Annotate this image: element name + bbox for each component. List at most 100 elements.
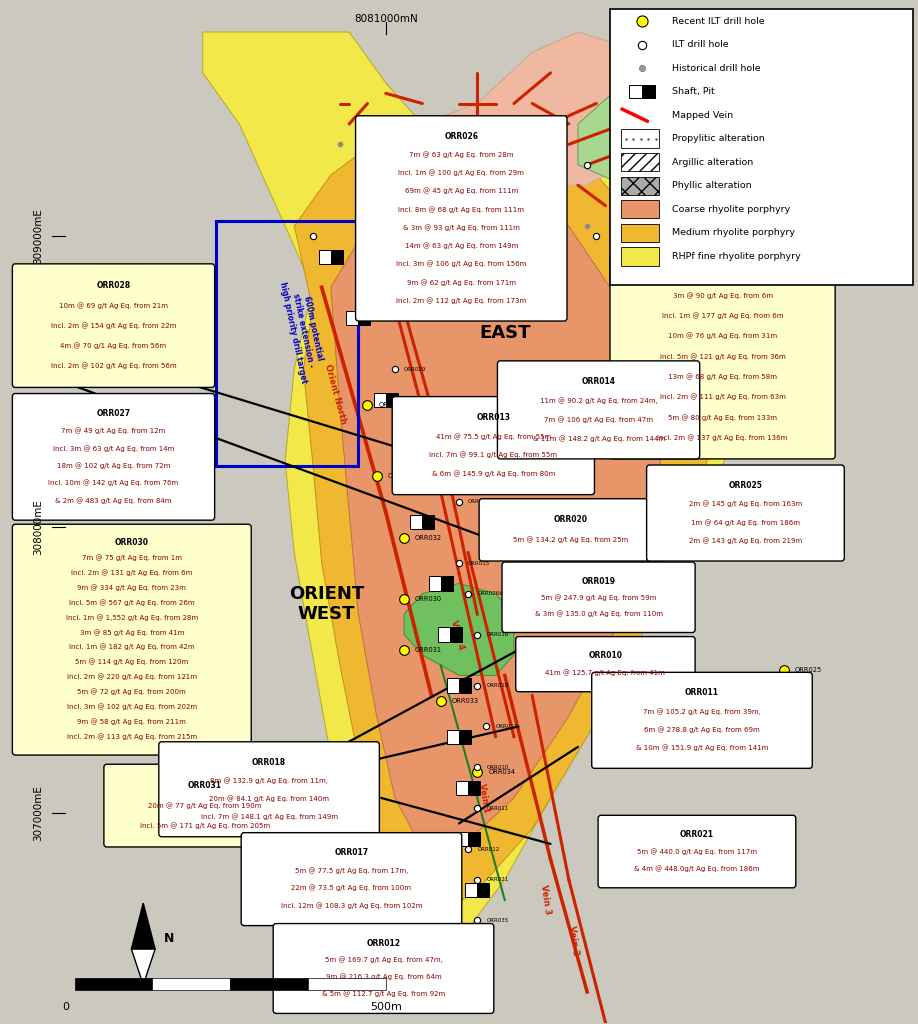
FancyBboxPatch shape xyxy=(241,833,462,926)
Polygon shape xyxy=(131,903,155,949)
Text: ORR035: ORR035 xyxy=(487,918,509,923)
FancyBboxPatch shape xyxy=(599,815,796,888)
Text: ORIENT
EAST: ORIENT EAST xyxy=(467,304,543,342)
Text: 14m @ 63 g/t Ag Eq. from 149m: 14m @ 63 g/t Ag Eq. from 149m xyxy=(405,243,518,249)
Text: Incl. 7m @ 99.1 g/t Ag Eq. from 55m: Incl. 7m @ 99.1 g/t Ag Eq. from 55m xyxy=(430,452,557,459)
Text: 307000mE: 307000mE xyxy=(33,785,43,841)
Bar xyxy=(447,679,459,693)
Text: ORR019: ORR019 xyxy=(582,577,616,586)
FancyBboxPatch shape xyxy=(12,524,252,755)
Bar xyxy=(621,176,659,195)
Text: 500m: 500m xyxy=(370,1002,402,1012)
Bar xyxy=(392,454,404,468)
Text: Incl. 8m @ 68 g/t Ag Eq. from 111m: Incl. 8m @ 68 g/t Ag Eq. from 111m xyxy=(398,206,524,213)
Text: Incl. 3m @ 63 g/t Ag Eq. from 14m: Incl. 3m @ 63 g/t Ag Eq. from 14m xyxy=(53,444,174,452)
Polygon shape xyxy=(295,124,715,921)
FancyBboxPatch shape xyxy=(479,499,663,561)
FancyBboxPatch shape xyxy=(355,116,567,322)
Text: Phyllic alteration: Phyllic alteration xyxy=(672,181,752,190)
Bar xyxy=(404,454,416,468)
Text: ORR014: ORR014 xyxy=(582,377,616,386)
Bar xyxy=(629,85,642,97)
Text: ORR025: ORR025 xyxy=(795,668,823,674)
Text: Incl. 10m @ 142 g/t Ag Eq. from 76m: Incl. 10m @ 142 g/t Ag Eq. from 76m xyxy=(49,479,179,486)
FancyBboxPatch shape xyxy=(12,393,215,520)
Text: Incl. 2m @ 113 g/t Ag Eq. from 215m: Incl. 2m @ 113 g/t Ag Eq. from 215m xyxy=(67,733,196,739)
Bar xyxy=(74,978,152,990)
Text: 5m @ 134.2 g/t Ag Eq. from 25m: 5m @ 134.2 g/t Ag Eq. from 25m xyxy=(513,537,629,543)
Bar xyxy=(621,153,659,171)
Text: 9m @ 334 g/t Ag Eq. from 23m: 9m @ 334 g/t Ag Eq. from 23m xyxy=(77,585,186,591)
Text: 5m @ 440.0 g/t Ag Eq. from 117m: 5m @ 440.0 g/t Ag Eq. from 117m xyxy=(637,848,757,855)
Text: 7m @ 63 g/t Ag Eq. from 28m: 7m @ 63 g/t Ag Eq. from 28m xyxy=(409,152,513,158)
Text: ORR032: ORR032 xyxy=(415,535,442,541)
FancyBboxPatch shape xyxy=(159,741,379,837)
Text: Vein 4: Vein 4 xyxy=(449,618,465,650)
Bar xyxy=(621,200,659,218)
Text: ORR028: ORR028 xyxy=(387,473,415,479)
Text: ORR010: ORR010 xyxy=(588,651,622,660)
Bar xyxy=(468,831,480,846)
Text: ORR021: ORR021 xyxy=(487,878,509,882)
Text: Incl. 1m @ 1,552 g/t Ag Eq. from 28m: Incl. 1m @ 1,552 g/t Ag Eq. from 28m xyxy=(66,614,198,621)
Text: Incl. 5m @ 121 g/t Ag Eq. from 36m: Incl. 5m @ 121 g/t Ag Eq. from 36m xyxy=(660,353,786,359)
Text: & 5m @ 112.7 g/t Ag Eq. from 92m: & 5m @ 112.7 g/t Ag Eq. from 92m xyxy=(322,990,445,997)
Text: Incl. 3m @ 106 g/t Ag Eq. from 156m: Incl. 3m @ 106 g/t Ag Eq. from 156m xyxy=(396,261,527,267)
FancyBboxPatch shape xyxy=(610,8,912,286)
Text: ORR016: ORR016 xyxy=(487,632,509,637)
Text: 1m @ 64 g/t Ag Eq. from 186m: 1m @ 64 g/t Ag Eq. from 186m xyxy=(691,519,800,525)
Text: 41m @ 75.5 g/t Ag Eq. from 55m: 41m @ 75.5 g/t Ag Eq. from 55m xyxy=(436,433,551,439)
Text: ORIENT
WEST: ORIENT WEST xyxy=(288,585,364,624)
Text: Incl. 5m @ 567 g/t Ag Eq. from 26m: Incl. 5m @ 567 g/t Ag Eq. from 26m xyxy=(69,599,195,606)
Text: 5m @ 114 g/t Ag Eq. from 120m: 5m @ 114 g/t Ag Eq. from 120m xyxy=(75,658,188,666)
Text: & 3m @ 135.0 g/t Ag Eq. from 110m: & 3m @ 135.0 g/t Ag Eq. from 110m xyxy=(534,610,663,616)
Text: RHPf fine rhyolite porphyry: RHPf fine rhyolite porphyry xyxy=(672,252,801,261)
Text: & 2m @ 483 g/t Ag Eq. from 84m: & 2m @ 483 g/t Ag Eq. from 84m xyxy=(55,497,172,504)
FancyBboxPatch shape xyxy=(104,764,307,847)
FancyBboxPatch shape xyxy=(502,562,695,633)
Bar xyxy=(642,85,655,97)
Text: ORR017: ORR017 xyxy=(496,724,518,729)
Text: 7m @ 106 g/t Ag Eq. from 47m: 7m @ 106 g/t Ag Eq. from 47m xyxy=(544,416,653,423)
Text: & 3m @ 93 g/t Ag Eq. from 111m: & 3m @ 93 g/t Ag Eq. from 111m xyxy=(403,224,520,231)
Text: 7m @ 75 g/t Ag Eq. from 1m: 7m @ 75 g/t Ag Eq. from 1m xyxy=(82,554,182,561)
Bar xyxy=(456,780,468,795)
Text: ORR020: ORR020 xyxy=(554,515,588,524)
Text: 7m @ 105.2 g/t Ag Eq. from 39m,: 7m @ 105.2 g/t Ag Eq. from 39m, xyxy=(643,708,761,715)
Polygon shape xyxy=(131,949,155,985)
Text: ORR018: ORR018 xyxy=(487,683,509,688)
Text: 2m @ 143 g/t Ag Eq. from 219m: 2m @ 143 g/t Ag Eq. from 219m xyxy=(688,538,802,544)
Text: 10m @ 69 g/t Ag Eq. from 21m: 10m @ 69 g/t Ag Eq. from 21m xyxy=(59,302,168,309)
Text: Incl. 2m @ 220 g/t Ag Eq. from 121m: Incl. 2m @ 220 g/t Ag Eq. from 121m xyxy=(67,674,196,680)
Text: ORR021: ORR021 xyxy=(680,830,714,840)
Text: 5m @ 169.7 g/t Ag Eq. from 47m,: 5m @ 169.7 g/t Ag Eq. from 47m, xyxy=(325,956,442,964)
Text: ORR031: ORR031 xyxy=(188,781,222,791)
FancyBboxPatch shape xyxy=(274,924,494,1014)
Bar xyxy=(477,883,489,897)
Bar xyxy=(468,780,480,795)
Bar xyxy=(438,628,450,642)
Text: 8081000mN: 8081000mN xyxy=(354,13,418,24)
Bar xyxy=(465,883,477,897)
Text: Incl. 2m @ 112 g/t Ag Eq. from 173m: Incl. 2m @ 112 g/t Ag Eq. from 173m xyxy=(397,297,526,304)
Text: ORR013: ORR013 xyxy=(431,438,453,443)
Text: ORR034: ORR034 xyxy=(488,769,515,775)
Text: 22m @ 73.5 g/t Ag Eq. from 100m: 22m @ 73.5 g/t Ag Eq. from 100m xyxy=(291,885,411,891)
Bar xyxy=(152,978,230,990)
Text: ORR026: ORR026 xyxy=(387,285,415,291)
Bar xyxy=(330,250,342,264)
Text: Propylitic alteration: Propylitic alteration xyxy=(672,134,765,143)
Bar xyxy=(217,221,358,466)
Bar xyxy=(429,577,441,591)
Text: ORR011: ORR011 xyxy=(685,688,719,697)
Polygon shape xyxy=(422,32,688,185)
Text: ORR017: ORR017 xyxy=(334,848,368,857)
Text: ORIENT
NORTH: ORIENT NORTH xyxy=(73,289,149,327)
FancyBboxPatch shape xyxy=(610,254,835,459)
Text: Historical drill hole: Historical drill hole xyxy=(672,63,761,73)
Text: ORR027: ORR027 xyxy=(96,409,130,418)
Text: 2m @ 145 g/t Ag Eq. from 163m: 2m @ 145 g/t Ag Eq. from 163m xyxy=(688,501,802,507)
Bar xyxy=(456,831,468,846)
Bar xyxy=(410,515,422,529)
Text: ORR025: ORR025 xyxy=(729,481,763,489)
